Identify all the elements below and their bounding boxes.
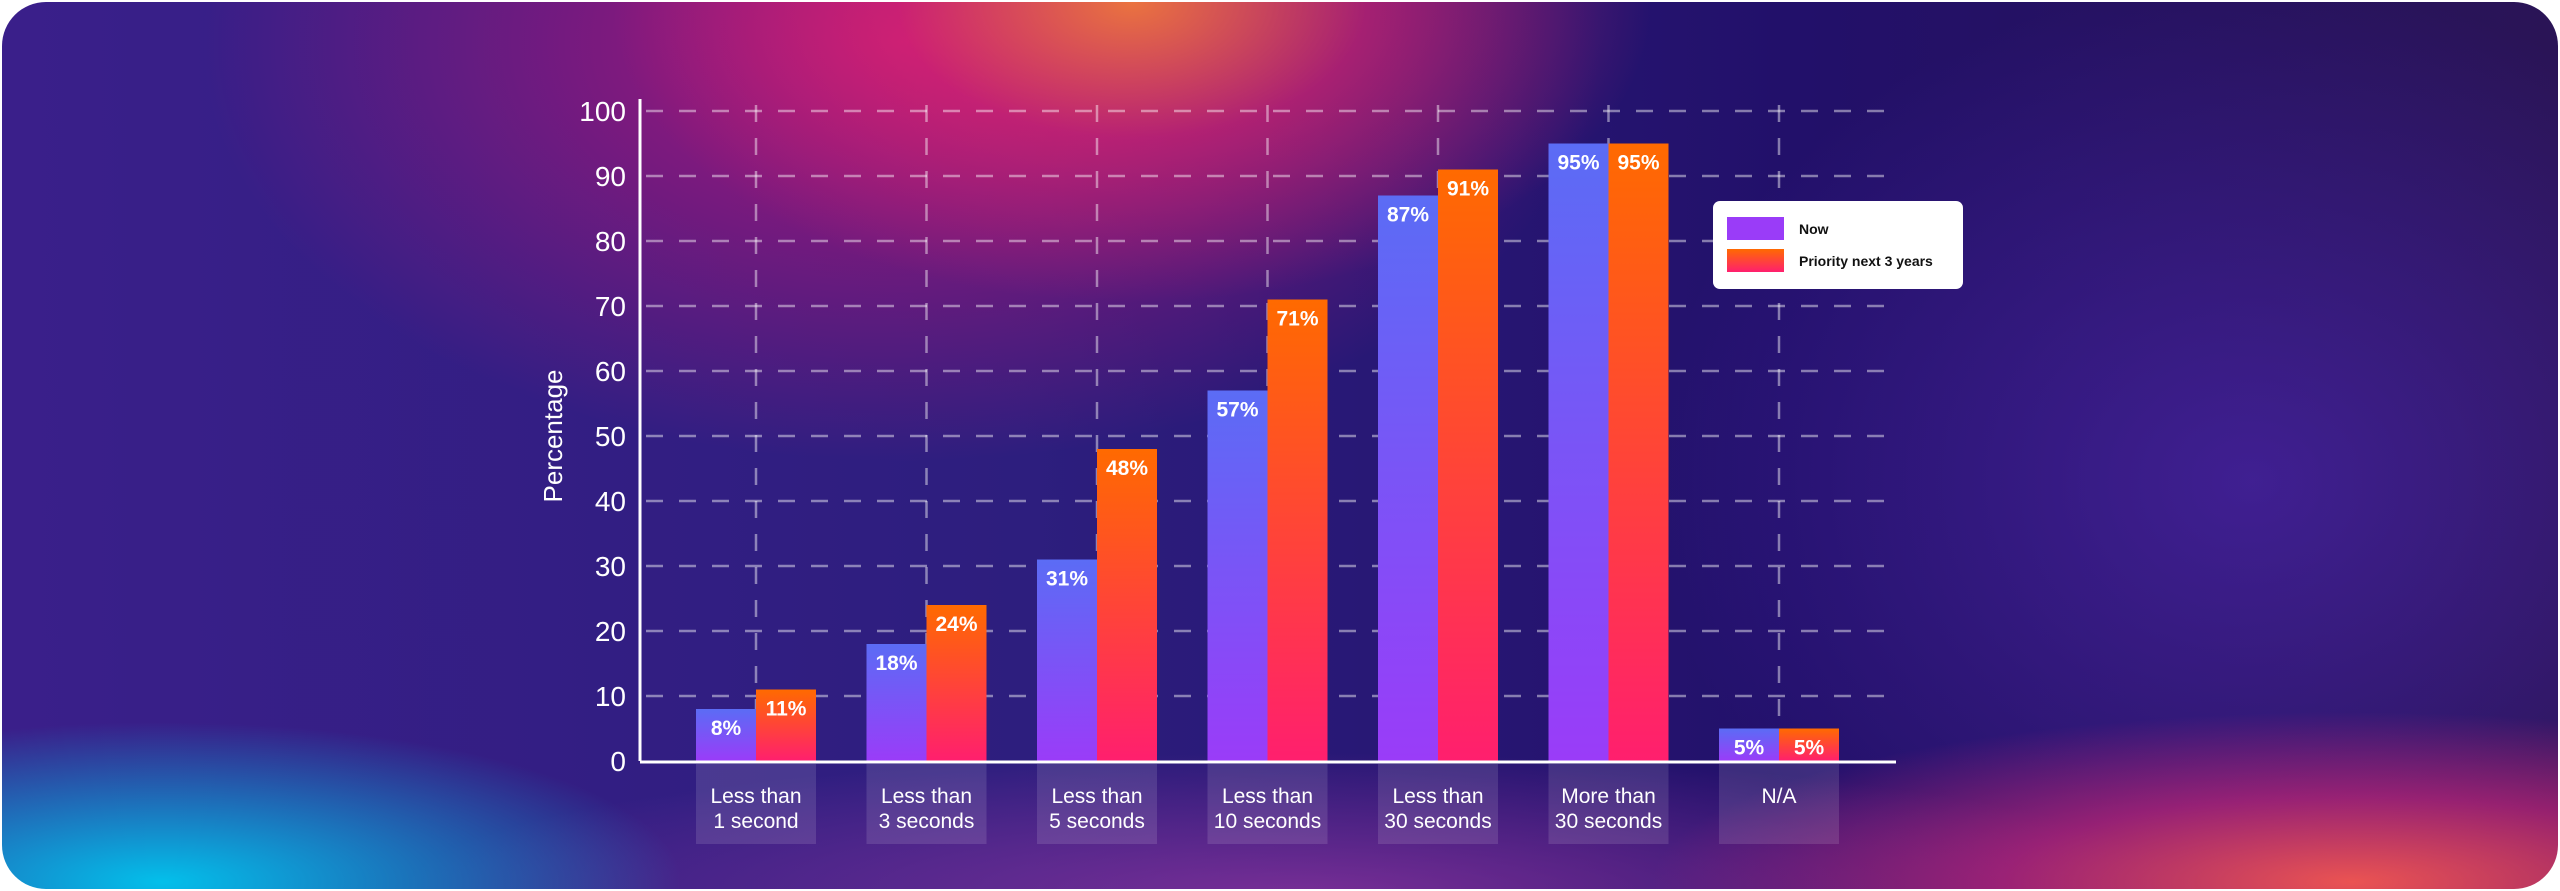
y-axis-label: Percentage [538,370,568,503]
category-label-background [1548,764,1669,844]
bar-priority [1608,143,1669,761]
bar-priority [756,689,816,761]
x-tick-label: Less than [1392,785,1483,808]
legend-label: Priority next 3 years [1799,252,1933,269]
legend: Now Priority next 3 years [1713,201,1963,289]
bar-now [696,709,756,761]
data-label: 95% [1557,152,1599,175]
y-tick-label: 0 [610,746,626,777]
data-label: 48% [1106,457,1148,480]
y-tick-label: 50 [595,421,626,452]
data-label: 8% [711,717,742,740]
y-tick-label: 100 [579,96,626,127]
bar-now [1207,390,1268,761]
data-label: 31% [1046,568,1088,591]
legend-item-priority: Priority next 3 years [1727,249,1933,272]
bar-priority [1267,299,1328,761]
y-tick-label: 20 [595,616,626,647]
data-label: 11% [766,698,807,721]
x-tick-label: 5 seconds [1049,810,1145,833]
x-tick-label: 30 seconds [1555,810,1662,833]
category-label-background [1719,764,1839,844]
data-label: 24% [935,613,977,636]
bar-now [1548,143,1609,761]
x-tick-label: Less than [1222,785,1313,808]
bar-priority [1779,728,1839,761]
y-tick-label: 40 [595,486,626,517]
x-tick-label: 1 second [713,810,798,833]
data-label: 91% [1447,178,1489,201]
x-tick-label: N/A [1761,785,1796,808]
legend-swatch-now [1727,217,1784,240]
category-label-background [1037,764,1157,844]
x-tick-label: 3 seconds [879,810,975,833]
x-tick-label: Less than [881,785,972,808]
data-label: 57% [1216,399,1258,422]
data-label: 95% [1617,152,1659,175]
bar-priority [926,605,987,761]
category-label-background [866,764,987,844]
x-tick-label: Less than [710,785,801,808]
y-tick-label: 90 [595,161,626,192]
bar-priority [1438,169,1498,761]
category-label-background [1207,764,1328,844]
data-label: 5% [1734,737,1765,760]
data-label: 87% [1387,204,1429,227]
data-label: 5% [1794,737,1825,760]
data-label: 18% [875,652,917,675]
data-label: 71% [1276,308,1318,331]
x-tick-label: Less than [1051,785,1142,808]
y-tick-label: 70 [595,291,626,322]
bar-now [1037,559,1097,761]
category-label-background [1378,764,1498,844]
y-tick-label: 80 [595,226,626,257]
y-tick-label: 10 [595,681,626,712]
bar-priority [1097,449,1157,761]
x-tick-label: More than [1561,785,1656,808]
bar-now [1378,195,1438,761]
x-tick-label: 10 seconds [1214,810,1321,833]
legend-label: Now [1799,220,1829,237]
category-label-background [696,764,816,844]
legend-swatch-priority [1727,249,1784,272]
legend-item-now: Now [1727,217,1829,240]
y-tick-label: 30 [595,551,626,582]
x-tick-label: 30 seconds [1384,810,1491,833]
y-tick-label: 60 [595,356,626,387]
bar-now [1719,728,1779,761]
bar-now [866,644,927,761]
